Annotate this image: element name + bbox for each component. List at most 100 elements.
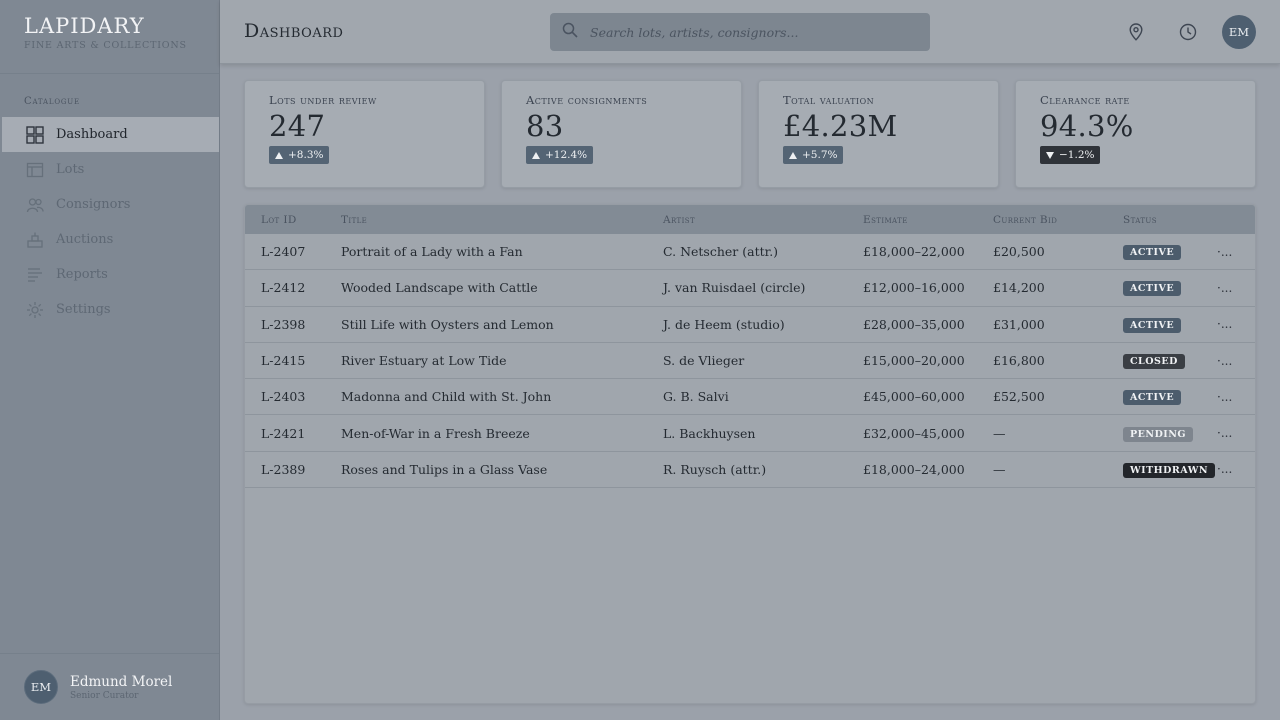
cell-lot-id: L-2398 xyxy=(261,316,306,332)
row-more-button[interactable]: ·... xyxy=(1217,426,1233,441)
stat-delta: +5.7% xyxy=(783,146,844,164)
user-role: Senior Curator xyxy=(70,690,139,701)
status-badge: PENDING xyxy=(1123,426,1194,442)
cell-title: Men-of-War in a Fresh Breeze xyxy=(341,425,530,441)
column-header-current-bid[interactable]: Current Bid xyxy=(993,213,1058,226)
sidebar-item-label: Reports xyxy=(56,267,108,282)
stat-value: 94.3% xyxy=(1040,109,1134,143)
sidebar-item-settings[interactable]: Settings xyxy=(0,292,219,327)
cell-title: Wooded Landscape with Cattle xyxy=(341,280,538,296)
table-row[interactable]: L-2389 Roses and Tulips in a Glass Vase … xyxy=(245,452,1255,489)
cell-artist: G. B. Salvi xyxy=(663,389,729,405)
stat-delta-value: −1.2% xyxy=(1059,149,1095,161)
column-header-estimate[interactable]: Estimate xyxy=(863,213,908,226)
cell-estimate: £45,000–60,000 xyxy=(863,389,965,405)
table-row[interactable]: L-2421 Men-of-War in a Fresh Breeze L. B… xyxy=(245,415,1255,452)
stat-value: 83 xyxy=(526,109,564,143)
row-more-button[interactable]: ·... xyxy=(1217,353,1233,368)
cell-current-bid: — xyxy=(993,461,1006,477)
sidebar-item-label: Consignors xyxy=(56,197,131,212)
row-more-button[interactable]: ·... xyxy=(1217,280,1233,295)
stat-label: Active consignments xyxy=(526,93,648,107)
stat-value: 247 xyxy=(269,109,326,143)
search-input[interactable] xyxy=(590,24,910,40)
table-row[interactable]: L-2415 River Estuary at Low Tide S. de V… xyxy=(245,343,1255,380)
row-more-button[interactable]: ·... xyxy=(1217,462,1233,477)
stat-card-lots-under-review[interactable]: Lots under review 247 +8.3% xyxy=(244,80,485,188)
cell-artist: J. de Heem (studio) xyxy=(663,316,785,332)
cell-current-bid: — xyxy=(993,425,1006,441)
cell-current-bid: £31,000 xyxy=(993,316,1045,332)
cell-estimate: £32,000–45,000 xyxy=(863,425,965,441)
cell-artist: L. Backhuysen xyxy=(663,425,756,441)
stat-delta-value: +12.4% xyxy=(545,149,588,161)
users-icon xyxy=(26,196,44,214)
cell-artist: C. Netscher (attr.) xyxy=(663,244,779,260)
user-name: Edmund Morel xyxy=(70,673,173,690)
lots-table: Lot ID Title Artist Estimate Current Bid… xyxy=(244,204,1256,704)
status-badge: ACTIVE xyxy=(1123,281,1182,297)
page-title: Dashboard xyxy=(244,20,344,42)
column-header-title[interactable]: Title xyxy=(341,213,368,226)
column-header-status[interactable]: Status xyxy=(1123,213,1157,226)
stat-card-active-consignments[interactable]: Active consignments 83 +12.4% xyxy=(501,80,742,188)
table-row[interactable]: L-2412 Wooded Landscape with Cattle J. v… xyxy=(245,270,1255,307)
column-header-artist[interactable]: Artist xyxy=(663,213,696,226)
sidebar-item-label: Auctions xyxy=(56,232,114,247)
sidebar-item-auctions[interactable]: Auctions xyxy=(0,222,219,257)
stat-delta: −1.2% xyxy=(1040,146,1101,164)
sidebar-item-label: Settings xyxy=(56,302,111,317)
location-pin-icon[interactable] xyxy=(1126,22,1146,42)
search-icon xyxy=(562,22,578,42)
arrow-up-icon xyxy=(532,151,540,159)
arrow-down-icon xyxy=(1046,151,1054,159)
sidebar: LAPIDARY Fine Arts & Collections Catalog… xyxy=(0,0,220,720)
search-bar[interactable] xyxy=(550,13,930,51)
status-badge: ACTIVE xyxy=(1123,390,1182,406)
cell-status: ACTIVE xyxy=(1107,279,1211,297)
status-badge: CLOSED xyxy=(1123,354,1185,370)
row-more-button[interactable]: ·... xyxy=(1217,244,1233,259)
cell-lot-id: L-2407 xyxy=(261,244,306,260)
table-row[interactable]: L-2398 Still Life with Oysters and Lemon… xyxy=(245,307,1255,343)
cell-estimate: £15,000–20,000 xyxy=(863,353,965,369)
cell-estimate: £28,000–35,000 xyxy=(863,316,965,332)
clock-icon[interactable] xyxy=(1178,22,1198,42)
row-more-button[interactable]: ·... xyxy=(1217,389,1233,404)
nav-section-label: Catalogue xyxy=(24,96,80,107)
cell-status: ACTIVE xyxy=(1107,388,1211,406)
top-header: Dashboard EM xyxy=(220,0,1280,64)
cell-lot-id: L-2412 xyxy=(261,280,306,296)
arrow-up-icon xyxy=(789,151,797,159)
table-row[interactable]: L-2403 Madonna and Child with St. John G… xyxy=(245,379,1255,416)
browser-icon xyxy=(26,161,44,179)
cell-lot-id: L-2403 xyxy=(261,389,306,405)
sidebar-item-lots[interactable]: Lots xyxy=(0,152,219,187)
row-more-button[interactable]: ·... xyxy=(1217,317,1233,332)
sidebar-item-dashboard[interactable]: Dashboard xyxy=(2,117,219,152)
cell-status: WITHDRAWN xyxy=(1107,461,1216,478)
cell-status: ACTIVE xyxy=(1107,316,1211,333)
cell-title: Roses and Tulips in a Glass Vase xyxy=(341,461,548,477)
table-row[interactable]: L-2407 Portrait of a Lady with a Fan C. … xyxy=(245,234,1255,271)
cell-status: CLOSED xyxy=(1107,352,1211,370)
brand: LAPIDARY Fine Arts & Collections xyxy=(0,0,219,74)
brand-name: LAPIDARY xyxy=(24,14,145,38)
header-avatar[interactable]: EM xyxy=(1222,15,1256,49)
user-profile[interactable]: EM Edmund Morel Senior Curator xyxy=(0,653,219,720)
cell-current-bid: £20,500 xyxy=(993,244,1045,260)
cell-current-bid: £14,200 xyxy=(993,280,1045,296)
stat-card-total-valuation[interactable]: Total valuation £4.23M +5.7% xyxy=(758,80,999,188)
cell-estimate: £18,000–22,000 xyxy=(863,244,965,260)
sidebar-item-reports[interactable]: Reports xyxy=(0,257,219,292)
arrow-up-icon xyxy=(275,151,283,159)
cell-current-bid: £16,800 xyxy=(993,353,1045,369)
stat-card-clearance-rate[interactable]: Clearance rate 94.3% −1.2% xyxy=(1015,80,1256,188)
sidebar-item-label: Dashboard xyxy=(56,127,128,142)
stat-delta-value: +8.3% xyxy=(288,149,324,161)
column-header-lot-id[interactable]: Lot ID xyxy=(261,213,297,226)
cell-estimate: £18,000–24,000 xyxy=(863,461,965,477)
stat-label: Total valuation xyxy=(783,93,875,107)
sidebar-item-consignors[interactable]: Consignors xyxy=(0,187,219,222)
stat-label: Clearance rate xyxy=(1040,93,1130,107)
